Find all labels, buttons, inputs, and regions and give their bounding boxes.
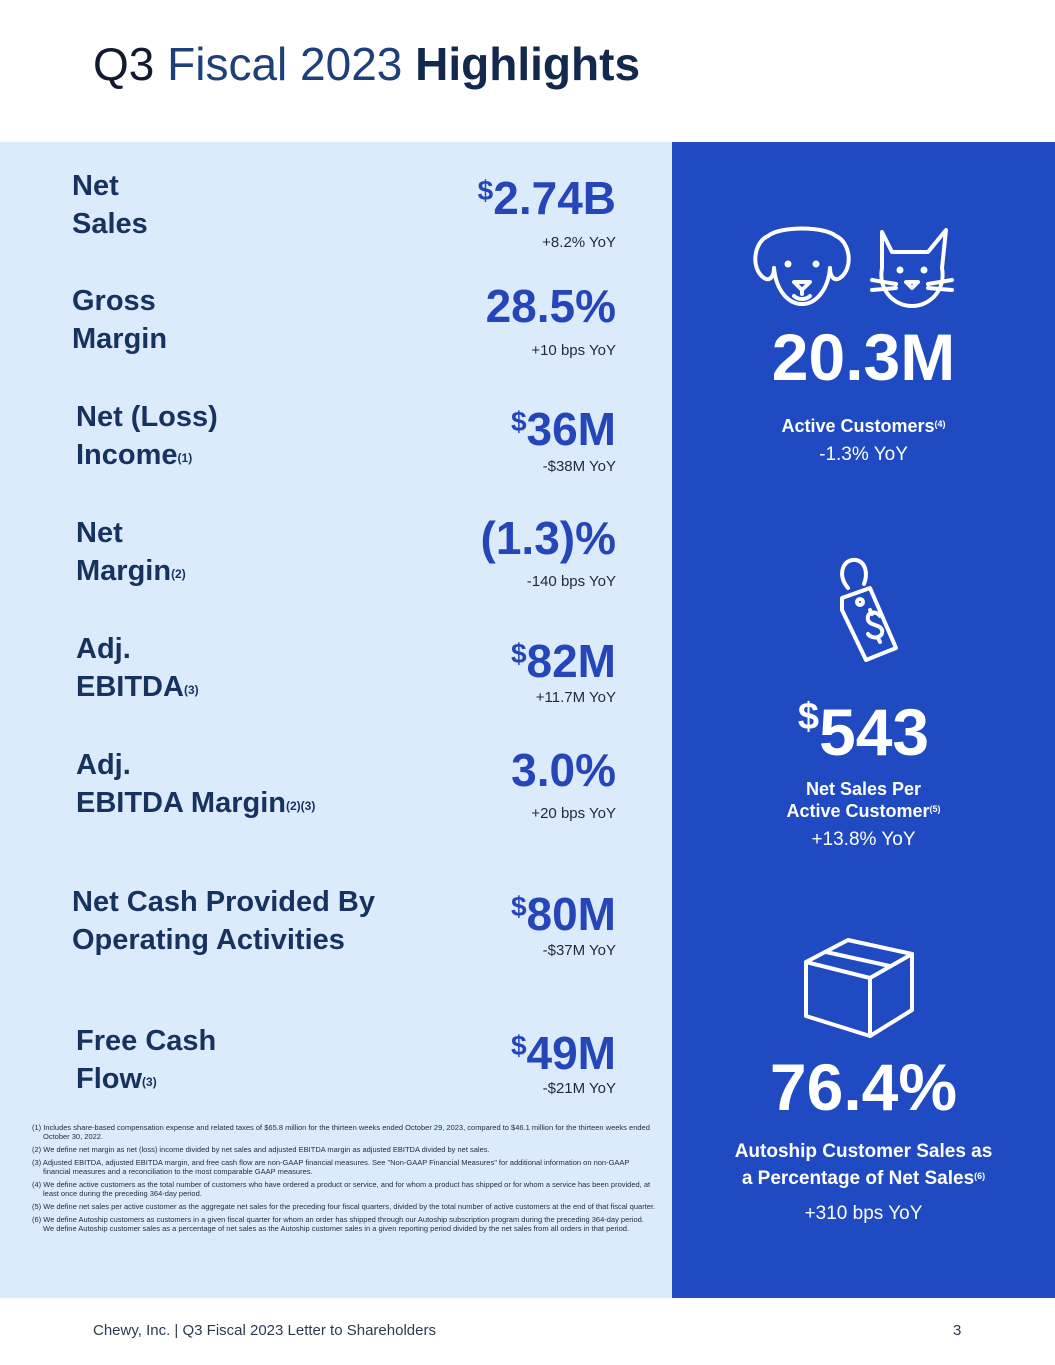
net-sales-per-customer-delta: +13.8% YoY <box>811 829 916 850</box>
autoship-delta: +310 bps YoY <box>804 1203 923 1224</box>
metric-delta: +10 bps YoY <box>531 342 616 359</box>
autoship-value: 76.4% <box>769 1050 958 1124</box>
title-fiscal: Fiscal 2023 <box>167 38 403 90</box>
net-sales-per-customer-block: $543 Net Sales Per Active Customer(5) +1… <box>672 682 1055 851</box>
metric-value: (1.3)% <box>480 512 616 564</box>
metric-label: Net Sales <box>72 170 148 240</box>
active-customers-value: 20.3M <box>771 320 956 394</box>
metric-label: Free Cash Flow(3) <box>76 1025 217 1095</box>
metric-value: $80M <box>510 888 616 940</box>
metric-delta: +11.7M YoY <box>535 689 616 706</box>
box-icon <box>804 938 914 1038</box>
title-quarter: Q3 <box>93 38 155 90</box>
metric-value: $2.74B <box>477 172 616 224</box>
active-customers-block: 20.3M Active Customers(4) -1.3% YoY <box>672 322 1055 466</box>
metric-label: Net (Loss) Income(1) <box>76 401 218 471</box>
footnote: (1) Includes share-based compensation ex… <box>32 1123 650 1141</box>
metric-delta: +8.2% YoY <box>542 234 616 251</box>
metric-delta: -$21M YoY <box>542 1080 616 1097</box>
metric-delta: -$38M YoY <box>542 458 616 475</box>
metric-value: $36M <box>510 403 616 455</box>
metric-value: $82M <box>510 635 616 687</box>
autoship-label: Autoship Customer Sales as a Percentage … <box>734 1141 993 1189</box>
autoship-block: 76.4% Autoship Customer Sales as a Perce… <box>672 1052 1055 1225</box>
metric-delta: +20 bps YoY <box>531 805 616 822</box>
metric-delta: -$37M YoY <box>542 942 616 959</box>
active-customers-delta: -1.3% YoY <box>819 444 908 465</box>
footnotes: (1) Includes share-based compensation ex… <box>32 1123 657 1237</box>
metric-label: Net Margin(2) <box>76 517 186 587</box>
title-highlights: Highlights <box>415 38 641 90</box>
active-customers-label: Active Customers(4) <box>781 416 946 436</box>
page-footer: Chewy, Inc. | Q3 Fiscal 2023 Letter to S… <box>93 1322 436 1339</box>
net-sales-per-customer-value: $543 <box>797 695 930 769</box>
metric-label: Gross Margin <box>72 285 168 355</box>
metric-label: Net Cash Provided By Operating Activitie… <box>72 886 375 956</box>
metric-value: 28.5% <box>485 280 616 332</box>
footnote: (6) We define Autoship customers as cust… <box>32 1215 644 1233</box>
metric-label: Adj. EBITDA Margin(2)(3) <box>76 749 316 819</box>
metric-value: $49M <box>510 1027 616 1079</box>
footnote: (4) We define active customers as the to… <box>32 1180 651 1198</box>
dog-cat-icon <box>753 226 954 308</box>
metric-delta: -140 bps YoY <box>526 573 616 590</box>
customer-metrics-panel: 20.3M Active Customers(4) -1.3% YoY $543… <box>672 142 1055 1298</box>
footnote: (3) Adjusted EBITDA, adjusted EBITDA mar… <box>32 1158 630 1176</box>
page-title: Q3 Fiscal 2023 Highlights <box>93 38 640 90</box>
metrics-panel: Net Sales $2.74B +8.2% YoY Gross Margin … <box>0 142 672 1298</box>
footnote: (5) We define net sales per active custo… <box>32 1202 656 1211</box>
price-tag-icon <box>840 557 898 662</box>
page-number: 3 <box>953 1322 962 1339</box>
metric-value: 3.0% <box>511 744 616 796</box>
metric-label: Adj. EBITDA(3) <box>76 633 199 703</box>
footnote: (2) We define net margin as net (loss) i… <box>32 1145 490 1154</box>
net-sales-per-customer-label: Net Sales Per Active Customer(5) <box>786 779 941 821</box>
